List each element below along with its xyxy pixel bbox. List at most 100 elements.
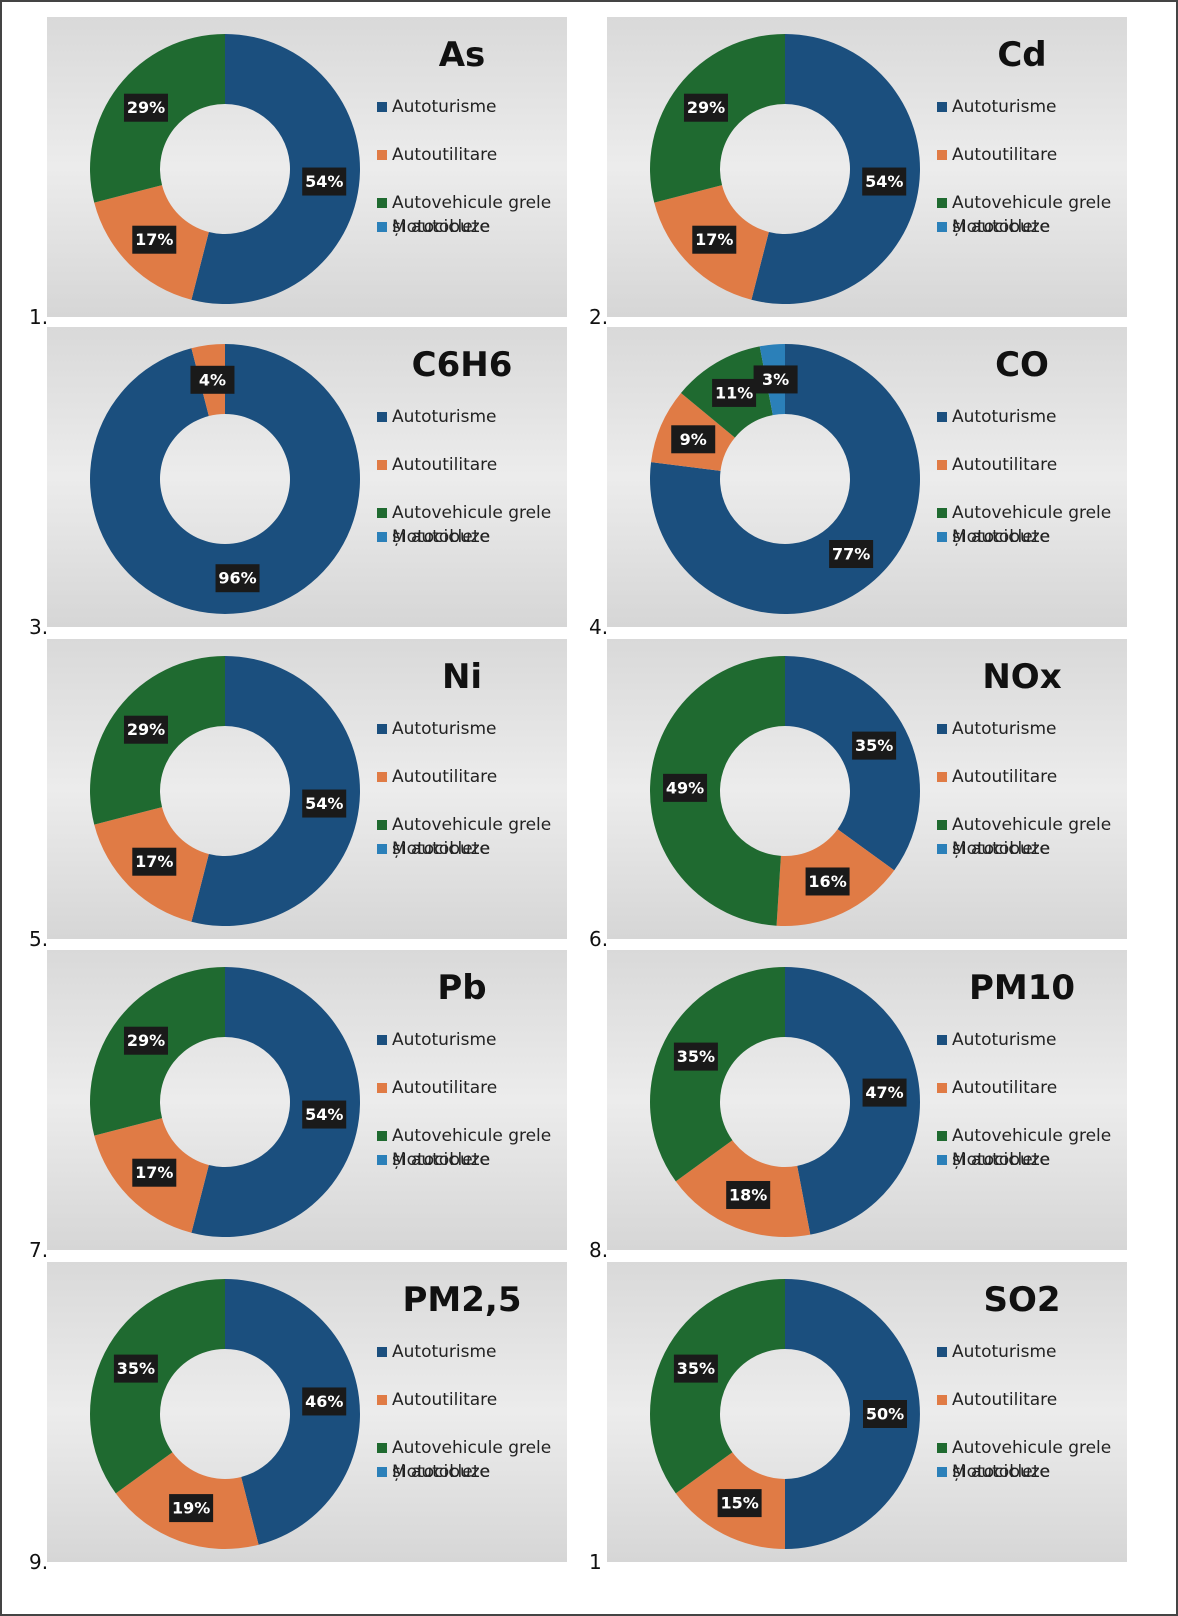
legend-swatch xyxy=(937,1395,947,1405)
legend-item: Autoturisme xyxy=(937,1340,1112,1388)
data-label: 35% xyxy=(855,736,893,755)
legend-swatch xyxy=(377,532,387,542)
data-label-box xyxy=(169,1494,214,1523)
legend-label: Autoturisme xyxy=(952,1342,1057,1362)
legend-label: Autovehicule grele și autobuze xyxy=(392,503,552,547)
data-label: 29% xyxy=(687,98,725,117)
legend-swatch xyxy=(937,532,947,542)
legend-swatch xyxy=(377,820,387,830)
legend-item: Autoturisme xyxy=(937,405,1112,453)
legend: Autoturisme Autoutilitare Autovehicule gre… xyxy=(377,1028,552,1172)
legend-swatch xyxy=(377,412,387,422)
legend-item: Autovehicule grele și autobuze xyxy=(377,1436,552,1484)
donut-chart: 54% 17% 29% xyxy=(89,967,360,1237)
data-label-box xyxy=(863,1400,907,1428)
legend: Autoturisme Autoutilitare Autovehicule gre… xyxy=(937,1340,1112,1484)
donut-slice xyxy=(89,344,361,614)
legend-label: Autoutilitare xyxy=(952,1078,1058,1098)
data-label-box xyxy=(862,167,907,196)
legend-item: Motociclete xyxy=(937,215,1112,239)
legend-item: Motociclete xyxy=(377,837,552,861)
data-label: 29% xyxy=(127,720,165,739)
data-label: 77% xyxy=(832,545,870,564)
legend-label: Autovehicule grele și autobuze xyxy=(952,1126,1112,1170)
legend-item: Autovehicule grele și autobuze xyxy=(937,813,1112,861)
data-label-box xyxy=(123,1026,168,1055)
panel-number: 9. xyxy=(29,1550,49,1574)
legend-label: Autoturisme xyxy=(392,1030,497,1050)
legend-label: Motociclete xyxy=(392,1462,490,1482)
data-label: 50% xyxy=(866,1405,904,1424)
legend-swatch xyxy=(937,1347,947,1357)
data-label: 49% xyxy=(666,778,704,797)
legend: Autoturisme Autoutilitare Autovehicule gre… xyxy=(377,95,552,239)
data-label: 9% xyxy=(680,430,707,449)
legend-label: Autoutilitare xyxy=(952,1390,1058,1410)
legend-label: Autoturisme xyxy=(952,719,1057,739)
donut-chart: 47% 18% 35% xyxy=(650,967,920,1237)
donut-chart: 50% 15% 35% xyxy=(650,1279,920,1549)
data-label-box xyxy=(753,365,798,394)
data-label: 29% xyxy=(127,98,165,117)
legend-item: Autoturisme xyxy=(937,717,1112,765)
legend: Autoturisme Autoutilitare Autovehicule gre… xyxy=(937,717,1112,861)
donut-slice xyxy=(650,967,785,1182)
data-label-box xyxy=(852,731,897,760)
data-label: 96% xyxy=(218,569,256,588)
legend-item: Autovehicule grele și autobuze xyxy=(377,501,552,549)
legend-item: Autovehicule grele și autobuze xyxy=(937,191,1112,239)
legend: Autoturisme Autoutilitare Autovehicule gre… xyxy=(937,405,1112,549)
legend-item: Autovehicule grele și autobuze xyxy=(377,813,552,861)
data-label-box xyxy=(123,93,168,122)
chart-panel: 54% 17% 29% Pb Autoturisme Autoutilitare Autov… xyxy=(47,950,567,1250)
legend-label: Autovehicule grele și autobuze xyxy=(392,193,552,237)
donut-slice xyxy=(90,1279,225,1494)
legend-item: Autoturisme xyxy=(377,1028,552,1076)
donut-slice xyxy=(191,967,360,1237)
donut-slice xyxy=(785,967,920,1235)
legend-swatch xyxy=(937,102,947,112)
legend: Autoturisme Autoutilitare Autovehicule gre… xyxy=(377,717,552,861)
data-label: 17% xyxy=(135,1163,173,1182)
data-label: 18% xyxy=(729,1185,767,1204)
data-label-box xyxy=(302,1100,347,1129)
data-label-box xyxy=(726,1180,771,1209)
donut-slice xyxy=(650,1279,785,1494)
legend-item: Motociclete xyxy=(377,1460,552,1484)
legend-label: Autoutilitare xyxy=(392,1078,498,1098)
donut-slice xyxy=(225,1279,361,1545)
legend-item: Autoutilitare xyxy=(937,765,1112,813)
legend-label: Motociclete xyxy=(392,527,490,547)
legend-label: Motociclete xyxy=(952,1462,1050,1482)
panel-number: 3. xyxy=(29,615,49,639)
legend-item: Autoutilitare xyxy=(377,453,552,501)
legend-item: Autoutilitare xyxy=(377,765,552,813)
legend-item: Autovehicule grele și autobuze xyxy=(377,1124,552,1172)
legend-label: Autoutilitare xyxy=(392,145,498,165)
data-label-box xyxy=(717,1489,762,1518)
legend-label: Motociclete xyxy=(952,839,1050,859)
legend-item: Autovehicule grele și autobuze xyxy=(937,1124,1112,1172)
legend-item: Autoutilitare xyxy=(377,1076,552,1124)
donut-slice xyxy=(650,656,785,926)
data-label-box xyxy=(123,715,168,744)
data-label-box xyxy=(190,365,235,394)
donut-slice xyxy=(785,1279,920,1549)
chart-panel: 96% 4% C6H6 Autoturisme Autoutilitare Autoveh… xyxy=(47,327,567,627)
data-label: 17% xyxy=(135,230,173,249)
chart-panel: 35% 16% 49% NOx Autoturisme Autoutilitare Auto… xyxy=(607,639,1127,939)
legend-swatch xyxy=(937,460,947,470)
data-label: 54% xyxy=(305,172,343,191)
data-label: 35% xyxy=(677,1047,715,1066)
legend-item: Autovehicule grele și autobuze xyxy=(937,501,1112,549)
legend-item: Autoutilitare xyxy=(937,453,1112,501)
data-label-box xyxy=(302,789,347,818)
legend-item: Motociclete xyxy=(937,1148,1112,1172)
data-label: 3% xyxy=(762,370,789,389)
data-label-box xyxy=(683,93,728,122)
legend-label: Autoutilitare xyxy=(952,145,1058,165)
data-label-box xyxy=(132,225,177,254)
chart-panel: 54% 17% 29% Cd Autoturisme Autoutilitare Autov… xyxy=(607,17,1127,317)
panel-number: 1. xyxy=(29,305,49,329)
